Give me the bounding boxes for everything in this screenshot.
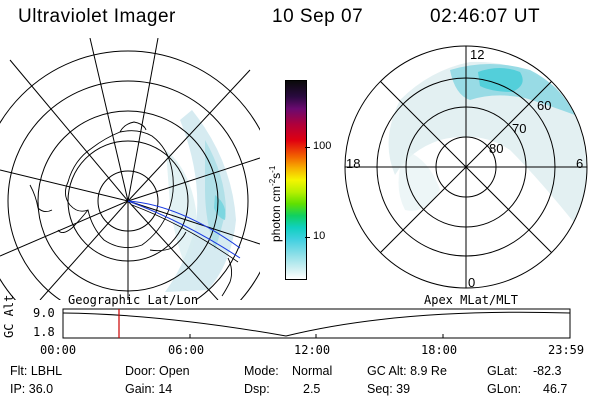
timeline-y-label: GC Alt	[2, 294, 16, 338]
dsp-label: Dsp:	[244, 382, 270, 396]
mlt-grid	[344, 45, 588, 289]
mlt-label-6: 6	[576, 156, 583, 171]
units-exp2: -1	[268, 165, 277, 173]
date-label: 10 Sep 07	[272, 6, 364, 27]
gc-alt-info: GC Alt: 8.9 Re	[367, 364, 447, 378]
mode-label: Mode:	[244, 364, 279, 378]
gain-info: Gain: 14	[125, 382, 173, 396]
right-projection-label: Apex MLat/MLT	[424, 293, 518, 307]
instrument-title: Ultraviolet Imager	[18, 6, 176, 27]
timeline-plot	[62, 308, 571, 339]
mlat-label-60: 60	[537, 98, 551, 113]
glat-label: GLat:	[487, 364, 518, 378]
continent-outline	[29, 121, 233, 297]
left-projection-label: Geographic Lat/Lon	[68, 293, 199, 307]
satellite-track	[127, 200, 241, 263]
timeline-tick-4: 23:59	[548, 343, 585, 357]
auroral-emission-right	[388, 61, 587, 230]
dsp-value: 2.5	[303, 382, 321, 396]
geographic-map	[0, 38, 260, 300]
timeline-tick-2: 12:00	[294, 343, 331, 357]
colorbar-tick-100	[305, 147, 310, 148]
timeline-y-top: 9.0	[33, 306, 55, 320]
mode-value: Normal	[292, 364, 333, 378]
mlt-label-18: 18	[346, 156, 360, 171]
colorbar-tick-10	[305, 237, 310, 238]
altitude-curve	[62, 311, 571, 337]
mlt-label-0: 0	[468, 275, 475, 290]
time-label: 02:46:07 UT	[430, 6, 541, 27]
ip-info: IP: 36.0	[10, 382, 54, 396]
units-base: photon cm	[269, 185, 283, 242]
units-mid: s	[269, 172, 283, 179]
timeline-y-bottom: 1.8	[33, 325, 55, 339]
glon-label: GLon:	[487, 382, 522, 396]
glon-value: 46.7	[543, 382, 568, 396]
lat-lon-grid	[0, 38, 260, 300]
timeline-tick-0: 00:00	[40, 343, 77, 357]
polar-mlt-plot: 12 18 6 0 60 70 80	[344, 45, 588, 290]
units-exp1: -2	[268, 178, 277, 186]
auroral-emission-left	[165, 110, 236, 292]
mlat-label-80: 80	[489, 141, 503, 156]
colorbar	[285, 80, 307, 280]
timeline-tick-3: 18:00	[421, 343, 458, 357]
seq-info: Seq: 39	[367, 382, 411, 396]
mlt-label-12: 12	[470, 47, 484, 62]
mlat-label-70: 70	[512, 121, 526, 136]
filter-info: Flt: LBHL	[10, 364, 63, 378]
colorbar-label-100: 100	[313, 140, 332, 152]
colorbar-label-10: 10	[313, 230, 326, 242]
colorbar-units: photon cm-2s-1	[268, 166, 283, 242]
glat-value: -82.3	[533, 364, 562, 378]
door-info: Door: Open	[125, 364, 190, 378]
timeline-tick-1: 06:00	[168, 343, 205, 357]
